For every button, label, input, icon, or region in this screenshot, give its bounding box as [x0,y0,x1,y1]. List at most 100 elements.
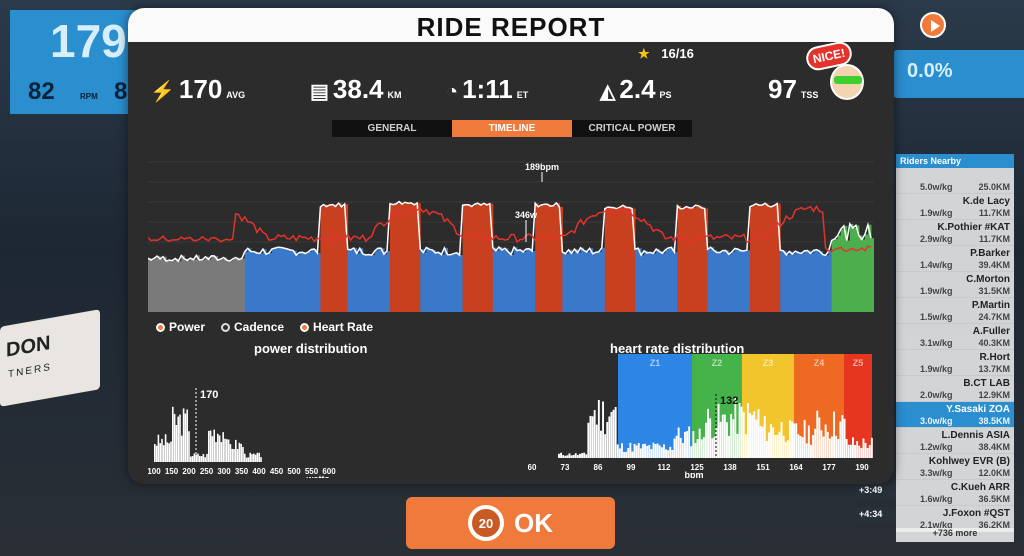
power-bar [417,203,421,312]
power-bar [822,254,827,312]
hr-dist-bar [812,435,814,458]
rider-row[interactable]: B.CT LAB 2.0w/kg 12.9KM [896,376,1014,402]
power-bar [686,206,690,312]
power-dist-bar [208,430,210,462]
riders-more-link[interactable]: +736 more [896,528,1014,542]
hr-dist-bar [734,397,737,458]
power-bar [722,250,727,312]
ok-button[interactable]: 20 OK [406,497,615,549]
rider-name: Kohlwey EVR (B) [928,456,1010,467]
power-tick-label: 550 [305,467,319,476]
ok-countdown: 20 [478,515,494,531]
power-dist-bar [177,416,179,462]
power-bar [562,252,566,312]
power-bar [232,259,237,312]
heart-rate-line [148,204,872,253]
rider-row[interactable]: C.Kueh ARR 1.6w/kg 36.5KM [896,480,1014,506]
rider-wkg: 3.3w/kg [920,468,953,478]
rider-row[interactable]: Kohlwey EVR (B) 3.3w/kg 12.0KM [896,454,1014,480]
power-bar [632,208,636,312]
rider-wkg: 1.9w/kg [920,286,953,296]
legend-cadence[interactable]: Cadence [221,320,284,334]
hr-dist-bar [726,422,728,458]
rider-row[interactable]: K.Pothier #KAT 2.9w/kg 11.7KM [896,220,1014,246]
power-bar [825,255,830,312]
legend-heart-rate[interactable]: Heart Rate [300,320,373,334]
hr-dist-bar [610,412,613,458]
hr-tick-label: 151 [756,463,770,472]
tab-general[interactable]: GENERAL [332,120,452,137]
report-tabs: GENERAL TIMELINE CRITICAL POWER [332,120,692,137]
power-bar [517,250,521,312]
rider-row[interactable]: Y.Sasaki ZOA 3.0w/kg 38.5KM [896,402,1014,428]
power-bar [753,205,757,312]
power-bar [586,252,591,312]
power-bar [151,260,155,312]
hr-dist-bar [616,444,619,458]
power-dist-bar [235,439,237,462]
power-bar [619,207,624,312]
power-icon: ⚡ [150,81,175,103]
power-bar [792,254,796,312]
rider-row[interactable]: 5.0w/kg 25.0KM [896,168,1014,194]
power-dist-bar [256,452,259,462]
power-bar [771,206,775,312]
power-bar [411,202,415,312]
power-bar [514,247,518,312]
power-dist-bar [182,408,185,462]
ok-label: OK [514,507,553,538]
cadence-value: 82 [28,78,55,105]
power-bar [577,252,582,312]
power-dist-bar [226,439,228,462]
hr-dist-bar [602,401,604,458]
rider-name: L.Dennis ASIA [941,430,1010,441]
power-dist-bar [211,436,214,462]
tab-critical-power[interactable]: CRITICAL POWER [572,120,692,137]
rider-row[interactable]: P.Martin 1.5w/kg 24.7KM [896,298,1014,324]
power-bar [728,254,733,312]
power-dist-bar [253,453,255,462]
power-dist-bar [247,457,250,462]
power-bar [589,248,594,312]
power-bar [777,203,781,312]
legend-power[interactable]: Power [156,320,205,334]
hr-zone-label: Z2 [712,358,723,368]
hr-dist-bar [644,443,646,458]
power-bar [405,202,409,312]
rider-row[interactable]: C.Morton 1.9w/kg 31.5KM [896,272,1014,298]
hr-dist-bar [778,431,781,458]
hr-dist-bar [795,423,798,458]
power-bar [529,248,533,312]
power-bar [762,205,766,312]
power-bar [326,206,330,312]
power-bar [365,255,370,312]
rider-row[interactable]: A.Fuller 3.1w/kg 40.3KM [896,324,1014,350]
rider-row[interactable]: L.Dennis ASIA 1.2w/kg 38.4KM [896,428,1014,454]
power-bar [592,253,597,312]
power-bar [870,238,874,312]
power-bar [284,248,288,312]
power-bar [740,250,745,312]
rider-distance: 38.5KM [978,416,1010,426]
power-bar [275,248,279,312]
power-bar [308,252,312,312]
power-bar [187,260,191,312]
hr-dist-bar [866,448,869,458]
rider-row[interactable]: R.Hort 1.9w/kg 13.7KM [896,350,1014,376]
play-icon[interactable] [920,12,946,38]
hr-dist-bar [608,416,611,458]
rider-name: Y.Sasaki ZOA [946,404,1010,415]
hr-zone-band [618,354,692,458]
rider-row[interactable]: P.Barker 1.4w/kg 39.4KM [896,246,1014,272]
hr-dist-bar [801,437,804,458]
power-bar [226,260,231,312]
power-bar [477,203,482,312]
rider-row[interactable]: K.de Lacy 1.9w/kg 11.7KM [896,194,1014,220]
hr-dist-bar [698,428,701,458]
power-bar [344,204,349,312]
tab-timeline[interactable]: TIMELINE [452,120,572,137]
hr-dist-bar [570,455,573,458]
power-bar [707,249,712,312]
power-dist-bar [170,441,172,462]
